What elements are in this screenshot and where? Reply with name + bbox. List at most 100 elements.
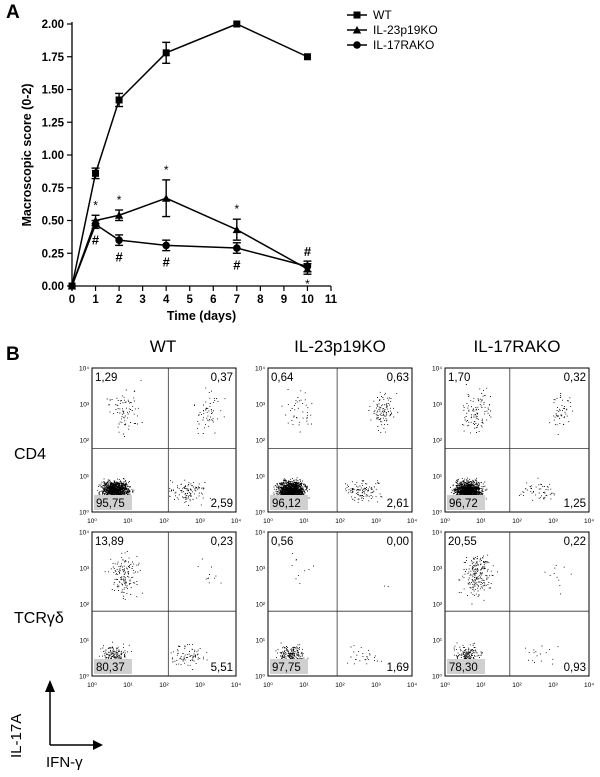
significance-hash: # [115, 249, 123, 264]
data-point [233, 244, 241, 252]
data-point [115, 96, 123, 104]
quadrant-ur-label: 0,00 [387, 536, 409, 548]
y-tick-label: 0.50 [42, 216, 64, 228]
data-point [115, 236, 123, 244]
y-log-tick-label: 10² [433, 438, 443, 445]
legend-marker [352, 26, 362, 34]
quadrant-ur-label: 0,22 [564, 536, 586, 548]
legend-marker [353, 41, 361, 49]
x-log-tick-label: 10³ [548, 518, 558, 525]
data-point [233, 20, 241, 28]
x-tick-label: 7 [234, 294, 240, 306]
quadrant-ur-label: 0,37 [211, 372, 233, 384]
data-point [303, 262, 312, 271]
y-log-tick-label: 10⁴ [432, 530, 442, 537]
x-log-tick-label: 10⁰ [87, 518, 97, 525]
quadrant-ll-box [270, 495, 308, 510]
column-label-wt: WT [149, 337, 177, 356]
y-log-tick-label: 10⁴ [432, 366, 442, 373]
x-axis-title-ifng: IFN-γ [46, 754, 83, 771]
x-tick-label: 6 [210, 294, 216, 306]
x-log-tick-label: 10⁴ [231, 682, 241, 689]
x-tick-label: 10 [301, 294, 314, 306]
quadrant-ll-box [447, 659, 485, 674]
x-log-tick-label: 10⁰ [440, 518, 450, 525]
y-log-tick-label: 10⁴ [255, 366, 265, 373]
x-log-tick-label: 10⁴ [407, 518, 417, 525]
x-log-tick-label: 10¹ [123, 682, 133, 689]
significance-hash: # [233, 257, 241, 272]
row-label-tcrgd: TCRγδ [14, 610, 64, 627]
y-log-tick-label: 10⁰ [255, 674, 265, 681]
series-line-0 [71, 23, 308, 287]
plot-frame [444, 367, 590, 513]
y-log-tick-label: 10⁴ [79, 366, 89, 373]
y-log-tick-label: 10³ [256, 402, 266, 409]
quadrant-lr-label: 1,25 [564, 498, 586, 510]
quadrant-ll-label: 78,30 [449, 662, 478, 674]
y-log-tick-label: 10⁴ [255, 530, 265, 537]
y-log-tick-label: 10³ [433, 402, 443, 409]
y-axis-title: Macroscopic score (0-2) [20, 83, 34, 226]
y-tick-label: 1.25 [42, 117, 65, 129]
significance-star: * [234, 202, 239, 216]
panel-b-letter: B [6, 344, 20, 365]
quadrant-ul-label: 1,29 [95, 372, 117, 384]
x-tick-label: 11 [325, 294, 338, 306]
quadrant-ll-box [270, 659, 308, 674]
quadrant-ur-label: 0,63 [387, 372, 409, 384]
x-tick-label: 5 [187, 294, 194, 306]
y-log-tick-label: 10² [80, 438, 90, 445]
y-log-tick-label: 10² [256, 602, 266, 609]
quadrant-ll-box [94, 495, 132, 510]
x-log-tick-label: 10³ [371, 518, 381, 525]
y-tick-label: 1.50 [42, 85, 64, 97]
x-log-tick-label: 10² [512, 518, 522, 525]
significance-star: * [305, 277, 310, 291]
y-axis-title-il17a: IL-17A [8, 713, 25, 758]
plot-frame [267, 531, 413, 677]
x-log-tick-label: 10⁰ [87, 682, 97, 689]
x-log-tick-label: 10² [159, 518, 169, 525]
legend-label: IL-17RAKO [373, 38, 434, 52]
y-tick-label: 0.75 [42, 183, 65, 195]
quadrant-ll-label: 96,72 [449, 498, 478, 510]
significance-star: * [93, 198, 98, 212]
x-log-tick-label: 10¹ [299, 682, 309, 689]
x-tick-label: 2 [116, 294, 122, 306]
quadrant-lr-label: 0,93 [564, 662, 586, 674]
right-arrow-icon [93, 740, 103, 750]
x-log-tick-label: 10² [335, 518, 345, 525]
x-log-tick-label: 10² [335, 682, 345, 689]
row-label-cd4: CD4 [14, 446, 47, 463]
x-log-tick-label: 10¹ [299, 518, 309, 525]
panel-a-letter: A [6, 2, 20, 23]
y-log-tick-label: 10³ [80, 566, 90, 573]
x-tick-label: 9 [281, 294, 287, 306]
x-log-tick-label: 10⁴ [584, 518, 594, 525]
significance-hash: # [304, 244, 312, 259]
line-chart: 0.00 0.25 0.50 0.75 1.00 1.25 1.50 1.75 2.00 0 1 2 3… [20, 8, 438, 323]
x-tick-label: 8 [257, 294, 264, 306]
x-tick-label: 0 [69, 294, 75, 306]
y-log-tick-label: 10⁰ [432, 510, 442, 517]
x-log-tick-label: 10⁰ [263, 682, 273, 689]
quadrant-ur-label: 0,32 [564, 372, 586, 384]
quadrant-ll-label: 80,37 [96, 662, 125, 674]
x-log-tick-label: 10⁰ [263, 518, 273, 525]
x-log-tick-label: 10³ [371, 682, 381, 689]
quadrant-ul-label: 20,55 [448, 536, 477, 548]
y-log-tick-label: 10³ [80, 402, 90, 409]
quadrant-lr-label: 1,69 [387, 662, 409, 674]
x-tick-label: 1 [92, 294, 99, 306]
data-point [162, 241, 170, 250]
quadrant-ur-label: 0,23 [211, 536, 233, 548]
y-tick-label: 0.25 [42, 248, 65, 260]
y-log-tick-label: 10² [80, 602, 90, 609]
y-log-tick-label: 10¹ [433, 638, 443, 645]
x-log-tick-label: 10⁰ [440, 682, 450, 689]
data-point [232, 225, 242, 234]
x-tick-label: 3 [139, 294, 145, 306]
y-tick-label: 1.75 [42, 52, 65, 64]
